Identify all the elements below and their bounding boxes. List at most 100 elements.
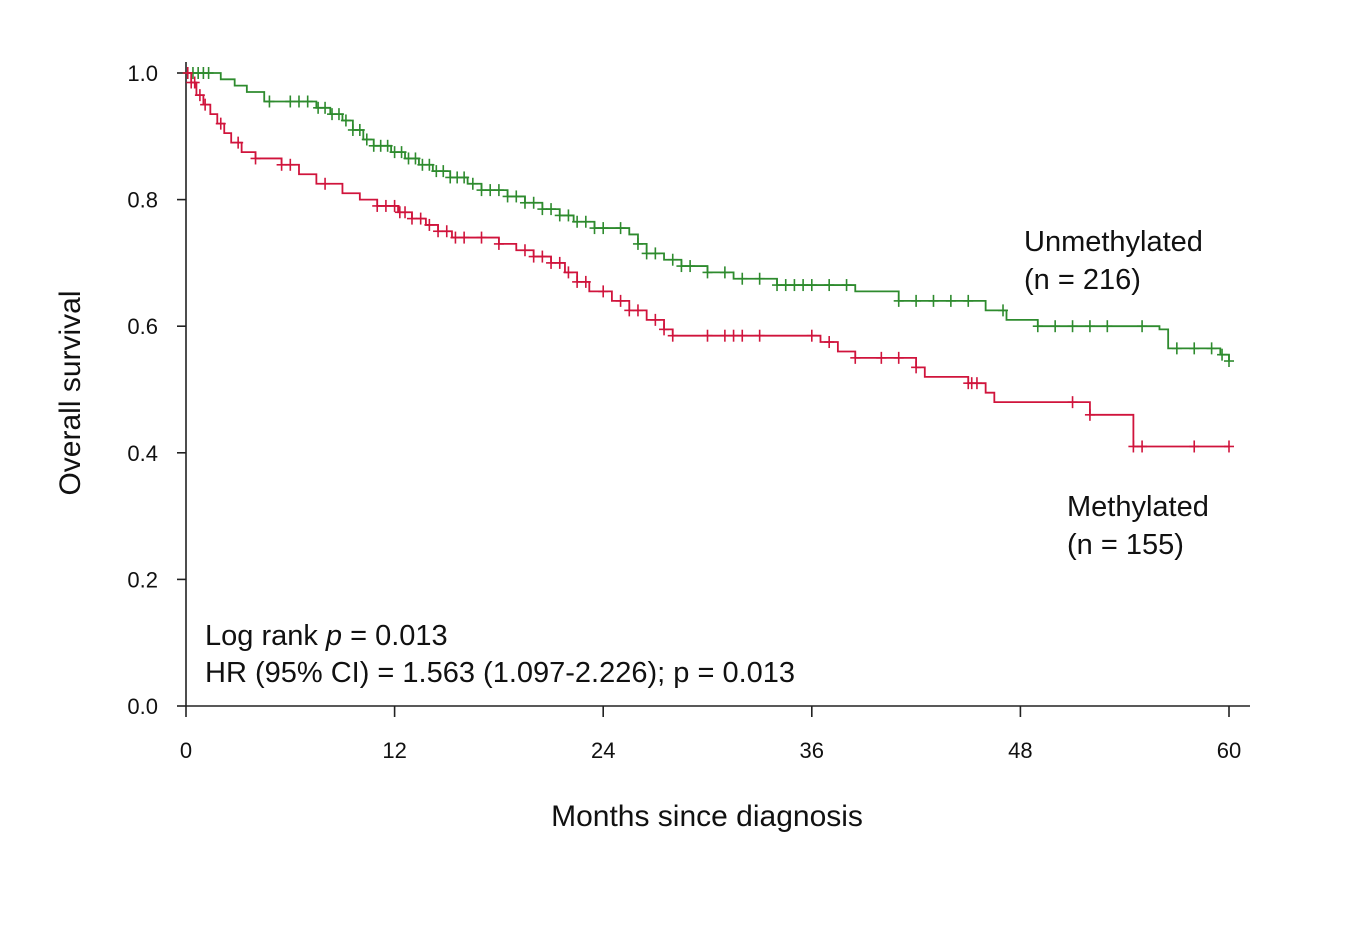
censor-mark-methylated <box>1084 408 1095 421</box>
censor-mark-unmethylated <box>1171 342 1182 355</box>
hr-annotation: HR (95% CI) = 1.563 (1.097-2.226); p = 0… <box>205 657 795 689</box>
censor-mark-unmethylated <box>410 152 421 165</box>
censor-mark-methylated <box>754 329 765 342</box>
censor-mark-unmethylated <box>1067 320 1078 333</box>
censor-mark-unmethylated <box>945 294 956 307</box>
censor-mark-methylated <box>194 89 205 102</box>
censor-mark-unmethylated <box>554 209 565 222</box>
censor-mark-unmethylated <box>841 279 852 292</box>
censor-mark-unmethylated <box>320 101 331 114</box>
censor-mark-methylated <box>719 329 730 342</box>
censor-mark-unmethylated <box>546 203 557 216</box>
series-label-methylated: Methylated <box>1067 491 1209 523</box>
y-ticks: 0.0 0.2 0.4 0.6 0.8 1.0 <box>127 61 186 719</box>
censor-mark-unmethylated <box>511 190 522 203</box>
censor-mark-methylated <box>1189 440 1200 453</box>
censor-mark-unmethylated <box>203 67 214 79</box>
censor-mark-methylated <box>250 152 261 165</box>
censor-mark-methylated <box>667 329 678 342</box>
censor-mark-methylated <box>737 329 748 342</box>
series-label-unmethylated: Unmethylated <box>1024 226 1203 258</box>
censor-mark-unmethylated <box>572 215 583 228</box>
series-n-unmethylated: (n = 216) <box>1024 264 1141 296</box>
censor-mark-unmethylated <box>502 190 513 203</box>
censor-mark-methylated <box>389 199 400 212</box>
censor-mark-unmethylated <box>1032 320 1043 333</box>
censor-mark-unmethylated <box>719 266 730 279</box>
censor-mark-unmethylated <box>1224 355 1234 368</box>
censor-mark-unmethylated <box>641 247 652 260</box>
censor-mark-unmethylated <box>598 222 609 235</box>
censor-mark-methylated <box>624 304 635 317</box>
x-axis-title: Months since diagnosis <box>551 800 863 833</box>
censor-mark-methylated <box>189 76 200 89</box>
censor-mark-methylated <box>893 351 904 364</box>
censor-mark-methylated <box>493 237 504 250</box>
x-tick-label: 60 <box>1217 738 1241 763</box>
censor-mark-unmethylated <box>1102 320 1113 333</box>
censor-mark-methylated <box>824 336 835 349</box>
series-line-methylated <box>186 72 1229 448</box>
censor-mark-methylated <box>728 329 739 342</box>
y-tick-label: 0.2 <box>127 567 158 592</box>
x-tick-label: 0 <box>180 738 192 763</box>
censor-mark-unmethylated <box>485 184 496 197</box>
censor-mark-methylated <box>519 244 530 257</box>
censor-mark-methylated <box>1067 396 1078 409</box>
censor-mark-methylated <box>441 225 452 238</box>
censor-mark-unmethylated <box>382 139 393 152</box>
censor-mark-unmethylated <box>737 272 748 285</box>
censor-mark-methylated <box>233 136 244 149</box>
censor-mark-unmethylated <box>798 279 809 292</box>
censor-mark-unmethylated <box>340 114 351 127</box>
y-axis-title: Overall survival <box>54 290 87 495</box>
censor-mark-unmethylated <box>396 146 407 159</box>
y-tick-label: 0.6 <box>127 314 158 339</box>
censor-mark-unmethylated <box>780 279 791 292</box>
censor-mark-methylated <box>182 67 193 79</box>
censor-mark-unmethylated <box>772 279 783 292</box>
logrank-p-symbol: p <box>325 620 342 652</box>
censor-mark-unmethylated <box>519 196 530 209</box>
censor-mark-methylated <box>650 313 661 326</box>
censor-mark-unmethylated <box>467 177 478 190</box>
censor-mark-methylated <box>433 225 444 238</box>
censor-mark-methylated <box>372 199 383 212</box>
censor-mark-methylated <box>406 212 417 225</box>
censor-mark-unmethylated <box>302 95 313 108</box>
censor-mark-methylated <box>459 231 470 244</box>
censor-mark-methylated <box>285 158 296 171</box>
x-tick-label: 48 <box>1008 738 1032 763</box>
censor-mark-unmethylated <box>438 165 449 178</box>
censor-mark-methylated <box>424 218 435 231</box>
x-tick-label: 36 <box>800 738 824 763</box>
censor-mark-unmethylated <box>361 133 372 146</box>
series-line-unmethylated <box>186 72 1230 362</box>
censor-mark-methylated <box>537 250 548 263</box>
censor-mark-unmethylated <box>1206 342 1217 355</box>
censor-mark-unmethylated <box>333 108 344 121</box>
y-tick-label: 0.0 <box>127 694 158 719</box>
censor-mark-methylated <box>320 177 331 190</box>
censor-mark-unmethylated <box>264 95 275 108</box>
censor-mark-unmethylated <box>789 279 800 292</box>
censor-mark-unmethylated <box>1137 320 1148 333</box>
censor-mark-unmethylated <box>528 196 539 209</box>
censor-mark-unmethylated <box>963 294 974 307</box>
censor-mark-unmethylated <box>293 95 304 108</box>
x-tick-label: 12 <box>382 738 406 763</box>
censor-mark-unmethylated <box>1217 348 1228 361</box>
censor-mark-unmethylated <box>806 279 817 292</box>
censor-mark-unmethylated <box>754 272 765 285</box>
y-tick-label: 0.4 <box>127 441 158 466</box>
censor-mark-methylated <box>546 256 557 269</box>
censor-mark-unmethylated <box>893 294 904 307</box>
censor-mark-methylated <box>876 351 887 364</box>
censor-mark-unmethylated <box>424 158 435 171</box>
logrank-prefix: Log rank <box>205 620 326 652</box>
censor-mark-unmethylated <box>998 304 1009 317</box>
censor-mark-methylated <box>563 266 574 279</box>
plot-area <box>182 67 1234 453</box>
censor-mark-methylated <box>476 231 487 244</box>
